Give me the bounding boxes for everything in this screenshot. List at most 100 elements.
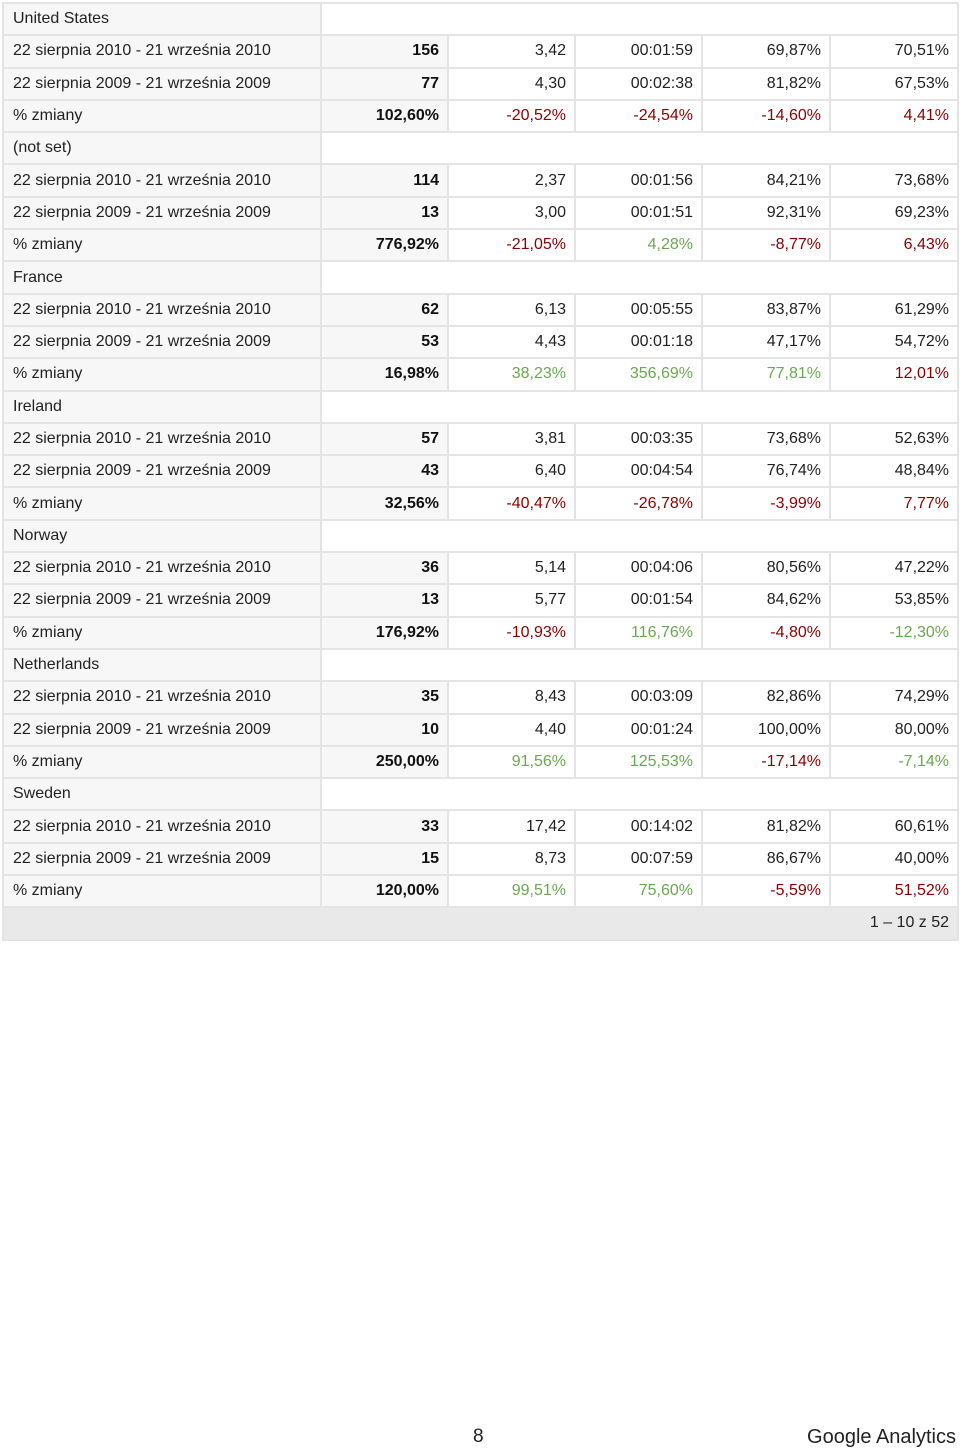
pagination-row: 1 – 10 z 52 bbox=[1, 906, 960, 941]
metric-cell: 5,14 bbox=[447, 551, 576, 586]
visits-by-country-table: United States 22 sierpnia 2010 - 21 wrześ… bbox=[1, 1, 960, 941]
metric-cell: 84,21% bbox=[701, 163, 831, 198]
metric-cell: 60,61% bbox=[828, 809, 960, 844]
metric-cell: 8,73 bbox=[447, 841, 576, 877]
period-row: 22 sierpnia 2009 - 21 września 2009 77 4,3… bbox=[2, 66, 960, 101]
change-row: % zmiany 120,00% 99,51% 75,60% -5,59% 51,52% bbox=[2, 874, 960, 909]
metric-cell: 176,92% bbox=[320, 615, 449, 650]
metric-cell: 74,29% bbox=[828, 680, 960, 715]
period-row: 22 sierpnia 2009 - 21 września 2009 53 4,4… bbox=[2, 324, 960, 360]
metric-cell: -5,59% bbox=[701, 874, 831, 909]
metric-cell: 00:03:09 bbox=[574, 680, 703, 715]
metric-cell: -10,93% bbox=[447, 615, 576, 650]
metric-cell: 33 bbox=[320, 809, 449, 844]
period-row: 22 sierpnia 2009 - 21 września 2009 43 6,4… bbox=[2, 454, 960, 489]
metric-cell: 3,42 bbox=[447, 34, 576, 69]
metric-cell: 57 bbox=[320, 421, 449, 457]
metric-cell: 73,68% bbox=[701, 421, 831, 457]
metric-cell: 00:01:18 bbox=[574, 324, 703, 360]
metric-cell: 82,86% bbox=[701, 680, 831, 715]
row-label: 22 sierpnia 2009 - 21 września 2009 bbox=[2, 454, 322, 489]
metric-cell: 80,56% bbox=[701, 551, 831, 586]
period-row: 22 sierpnia 2009 - 21 września 2009 10 4,4… bbox=[2, 712, 960, 747]
metric-cell: 92,31% bbox=[701, 195, 831, 231]
period-row: 22 sierpnia 2009 - 21 września 2009 13 5,7… bbox=[2, 583, 960, 618]
metric-cell: -40,47% bbox=[447, 486, 576, 521]
metric-cell: 00:01:24 bbox=[574, 712, 703, 747]
group-empty-cell bbox=[319, 260, 960, 295]
group-row: Norway bbox=[2, 518, 960, 554]
metric-cell: 00:01:51 bbox=[574, 195, 703, 231]
metric-cell: 81,82% bbox=[701, 809, 831, 844]
metric-cell: 00:01:54 bbox=[574, 583, 703, 618]
group-empty-cell bbox=[319, 131, 960, 166]
metric-cell: -14,60% bbox=[701, 98, 831, 134]
brand-label: Google Analytics bbox=[807, 1426, 956, 1448]
metric-cell: 47,22% bbox=[828, 551, 960, 586]
metric-cell: 6,43% bbox=[828, 228, 960, 263]
group-row: (not set) bbox=[2, 131, 960, 166]
metric-cell: 43 bbox=[320, 454, 449, 489]
row-label: % zmiany bbox=[2, 615, 322, 650]
metric-cell: 114 bbox=[320, 163, 449, 198]
group-name: Ireland bbox=[2, 389, 322, 424]
period-row: 22 sierpnia 2010 - 21 września 2010 57 3,8… bbox=[2, 421, 960, 457]
page-number: 8 bbox=[473, 1426, 484, 1447]
row-label: % zmiany bbox=[2, 357, 322, 392]
row-label: 22 sierpnia 2009 - 21 września 2009 bbox=[2, 195, 322, 231]
metric-cell: 00:05:55 bbox=[574, 292, 703, 327]
metric-cell: 17,42 bbox=[447, 809, 576, 844]
period-row: 22 sierpnia 2010 - 21 września 2010 114 2,… bbox=[2, 163, 960, 198]
group-name: France bbox=[2, 260, 322, 295]
group-name: (not set) bbox=[2, 131, 322, 166]
group-row: Netherlands bbox=[2, 647, 960, 683]
metric-cell: 100,00% bbox=[701, 712, 831, 747]
period-row: 22 sierpnia 2009 - 21 września 2009 13 3,0… bbox=[2, 195, 960, 231]
metric-cell: 77,81% bbox=[701, 357, 831, 392]
metric-cell: 61,29% bbox=[828, 292, 960, 327]
metric-cell: 38,23% bbox=[447, 357, 576, 392]
metric-cell: 35 bbox=[320, 680, 449, 715]
row-label: % zmiany bbox=[2, 874, 322, 909]
row-label: 22 sierpnia 2009 - 21 września 2009 bbox=[2, 66, 322, 101]
metric-cell: 40,00% bbox=[828, 841, 960, 877]
metric-cell: 2,37 bbox=[447, 163, 576, 198]
metric-cell: 776,92% bbox=[320, 228, 449, 263]
metric-cell: 4,40 bbox=[447, 712, 576, 747]
metric-cell: 53,85% bbox=[828, 583, 960, 618]
change-row: % zmiany 176,92% -10,93% 116,76% -4,80% -12,3… bbox=[2, 615, 960, 650]
metric-cell: 00:04:06 bbox=[574, 551, 703, 586]
metric-cell: 156 bbox=[320, 34, 449, 69]
metric-cell: 83,87% bbox=[701, 292, 831, 327]
metric-cell: 356,69% bbox=[574, 357, 703, 392]
metric-cell: 70,51% bbox=[828, 34, 960, 69]
row-label: 22 sierpnia 2010 - 21 września 2010 bbox=[2, 809, 322, 844]
row-label: 22 sierpnia 2009 - 21 września 2009 bbox=[2, 324, 322, 360]
group-empty-cell bbox=[319, 647, 960, 683]
change-row: % zmiany 250,00% 91,56% 125,53% -17,14% -7,14… bbox=[2, 744, 960, 780]
metric-cell: 51,52% bbox=[828, 874, 960, 909]
metric-cell: 75,60% bbox=[574, 874, 703, 909]
metric-cell: 102,60% bbox=[320, 98, 449, 134]
metric-cell: 91,56% bbox=[447, 744, 576, 780]
metric-cell: 69,23% bbox=[828, 195, 960, 231]
metric-cell: -21,05% bbox=[447, 228, 576, 263]
metric-cell: 99,51% bbox=[447, 874, 576, 909]
group-row: France bbox=[2, 260, 960, 295]
metric-cell: 4,28% bbox=[574, 228, 703, 263]
change-row: % zmiany 16,98% 38,23% 356,69% 77,81% 12,01% bbox=[2, 357, 960, 392]
row-label: % zmiany bbox=[2, 486, 322, 521]
group-empty-cell bbox=[319, 777, 960, 812]
metric-cell: 12,01% bbox=[828, 357, 960, 392]
row-label: 22 sierpnia 2010 - 21 września 2010 bbox=[2, 34, 322, 69]
metric-cell: 4,30 bbox=[447, 66, 576, 101]
group-empty-cell bbox=[319, 518, 960, 554]
group-row: Sweden bbox=[2, 777, 960, 812]
metric-cell: 84,62% bbox=[701, 583, 831, 618]
metric-cell: 81,82% bbox=[701, 66, 831, 101]
period-row: 22 sierpnia 2010 - 21 września 2010 156 3,… bbox=[2, 34, 960, 69]
metric-cell: 00:02:38 bbox=[574, 66, 703, 101]
metric-cell: 00:03:35 bbox=[574, 421, 703, 457]
metric-cell: -26,78% bbox=[574, 486, 703, 521]
metric-cell: -8,77% bbox=[701, 228, 831, 263]
